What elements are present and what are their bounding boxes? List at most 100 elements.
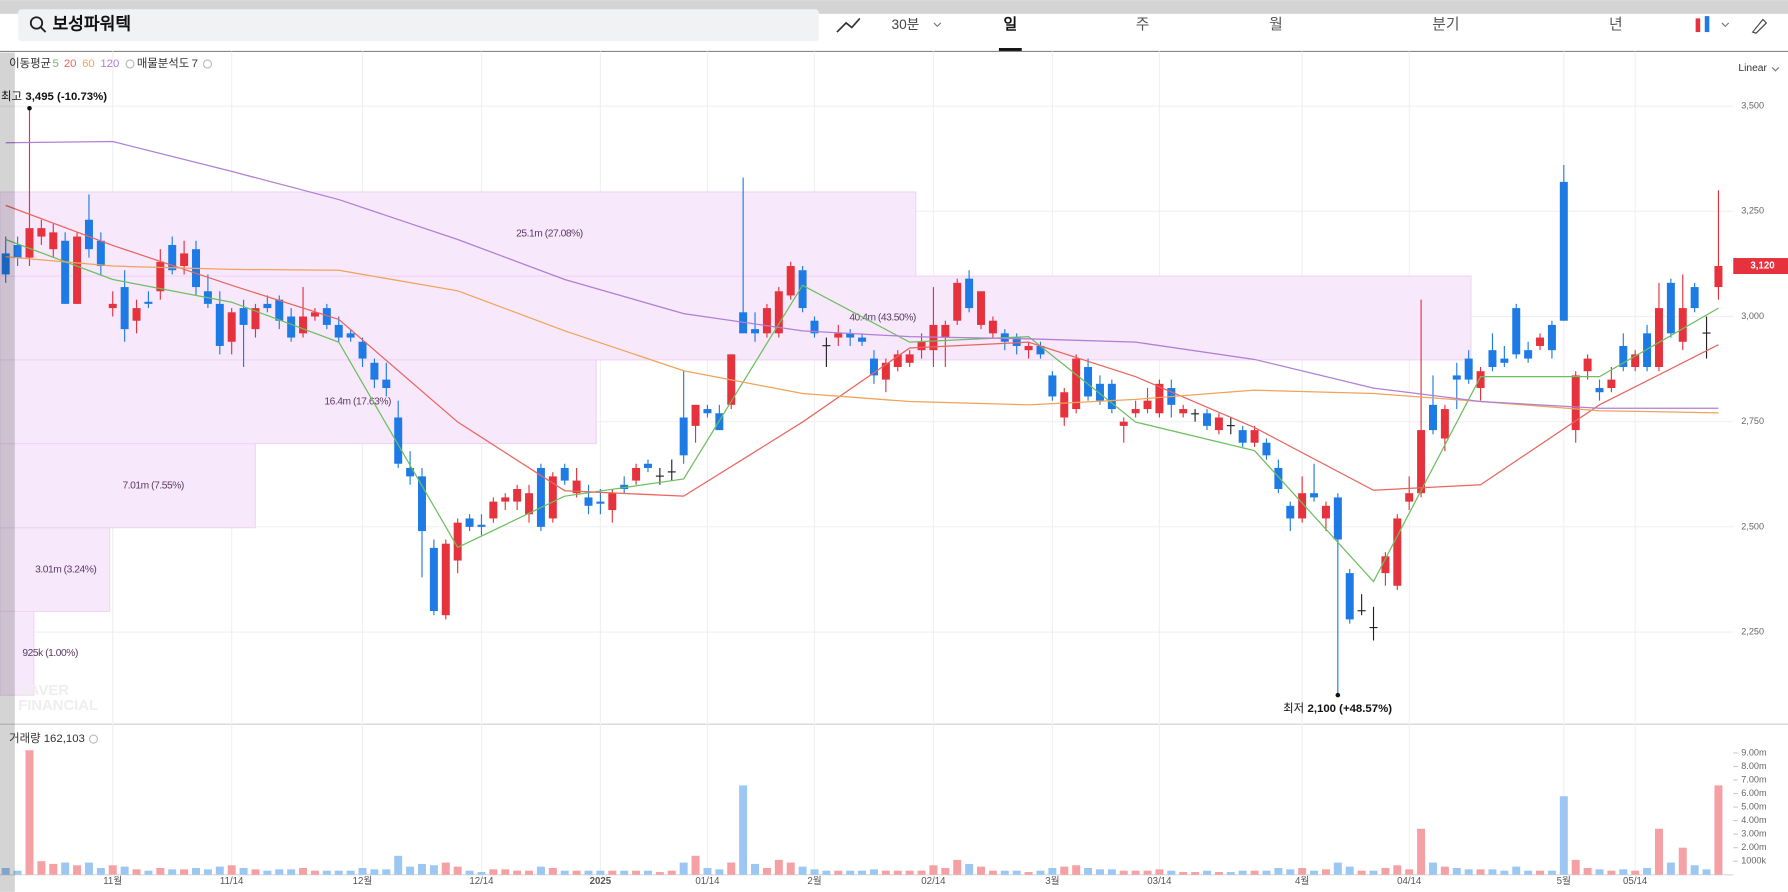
candle-body [1286, 505, 1295, 519]
candle-body [1072, 358, 1081, 410]
edit-icon[interactable] [1751, 18, 1768, 34]
volume-bar [144, 870, 153, 875]
volume-bar [1536, 870, 1545, 875]
volume-tick-label: 4.00m [1741, 815, 1766, 825]
volume-bar [1191, 872, 1200, 875]
candle-body [1464, 358, 1473, 380]
search-box[interactable] [18, 9, 819, 42]
volume-bar [453, 866, 462, 875]
candle-icon[interactable] [1704, 16, 1710, 33]
volume-bar [1250, 870, 1259, 875]
candle-body [1084, 366, 1093, 397]
watermark-text: FINANCIAL [18, 698, 98, 714]
candle-body [1595, 388, 1604, 393]
ma-legend: 5 [52, 58, 58, 70]
volume-bar [869, 869, 878, 875]
volume-bar [192, 867, 200, 875]
candle-body [620, 484, 629, 489]
high-label: 최고 [1, 90, 22, 103]
period-tab[interactable]: 월 [1269, 16, 1283, 33]
profile-label[interactable]: 매물분석도 [137, 57, 189, 70]
profile-label: 16.4m (17.63%) [324, 396, 391, 407]
period-tab[interactable]: 분기 [1432, 16, 1459, 33]
search-icon [29, 16, 44, 30]
candle-body [1571, 375, 1580, 431]
candle-body [168, 244, 177, 271]
candle-body [465, 518, 474, 527]
candle-icon[interactable] [1695, 18, 1701, 33]
remove-icon[interactable] [88, 734, 99, 744]
chevron [1721, 22, 1730, 28]
candle-body [1214, 417, 1223, 431]
volume-bar [120, 866, 129, 875]
candle-body [1619, 345, 1628, 367]
candle-body [144, 301, 153, 304]
chevron [1771, 67, 1780, 72]
candle-body [1119, 421, 1128, 426]
candle-body [977, 291, 986, 325]
ma-label[interactable]: 이동평균 [9, 57, 51, 70]
volume-title: 거래량 162,103 [9, 732, 85, 745]
volume-bar [156, 867, 165, 875]
candle-body [477, 524, 486, 527]
candle-body [1250, 430, 1259, 443]
candle-body [25, 228, 34, 258]
volume-bar [1452, 867, 1461, 875]
period-tab[interactable]: 일 [1003, 16, 1017, 33]
candle-body [1559, 181, 1568, 321]
candle-body [132, 308, 141, 321]
x-tick-label: 4월 [1295, 875, 1309, 887]
volume-bar [1167, 870, 1176, 875]
volume-bar [441, 862, 450, 875]
volume-bar [227, 865, 236, 875]
candle-body [632, 467, 641, 481]
last-price-tag [1733, 258, 1788, 275]
volume-bar [203, 869, 212, 875]
volume-bar [382, 869, 391, 875]
volume-bar [679, 862, 688, 875]
volume-bar [239, 867, 248, 875]
volume-bar [858, 870, 867, 875]
volume-bar [1678, 847, 1687, 875]
interval-select[interactable]: 30분 [892, 17, 920, 32]
candle-body [548, 476, 557, 519]
candle-body [1060, 392, 1069, 418]
x-tick-label: 12/14 [469, 876, 494, 887]
candle-body [1512, 308, 1521, 355]
candle-body [751, 329, 760, 334]
volume-bar [786, 862, 795, 875]
period-tab[interactable]: 년 [1609, 16, 1623, 33]
volume-bar [251, 869, 260, 875]
draw-icon[interactable] [836, 17, 861, 33]
volume-bar [1238, 870, 1247, 875]
candle-body [941, 324, 950, 338]
volume-bar [61, 862, 70, 875]
candle-body [310, 312, 319, 317]
candle-body [965, 278, 974, 309]
volume-bar [1393, 865, 1402, 875]
volume-bar [905, 870, 914, 875]
scale-mode[interactable]: Linear [1738, 63, 1767, 74]
profile-bar [0, 610, 35, 696]
volume-bar [762, 867, 771, 875]
remove-icon[interactable] [202, 59, 213, 69]
volume-bar [584, 870, 593, 875]
candle-body [1143, 400, 1152, 410]
watermark: NAVER FINANCIAL [18, 683, 98, 714]
x-tick-label: 01/14 [695, 876, 720, 887]
candle-body [536, 467, 545, 527]
volume-bar [513, 870, 522, 875]
x-tick-label: 2월 [807, 875, 821, 887]
candle-body [287, 316, 296, 338]
volume-bar [287, 869, 296, 875]
candle-body [1643, 333, 1652, 367]
candle-body [1333, 497, 1342, 540]
profile-bar [0, 442, 256, 529]
period-tab[interactable]: 주 [1136, 17, 1150, 33]
candle-body [1428, 404, 1437, 431]
candle-body [108, 303, 117, 309]
volume-bar [1405, 869, 1414, 875]
remove-icon[interactable] [125, 59, 135, 69]
high-annotation: 최고3,495 (-10.73%) [1, 90, 107, 103]
